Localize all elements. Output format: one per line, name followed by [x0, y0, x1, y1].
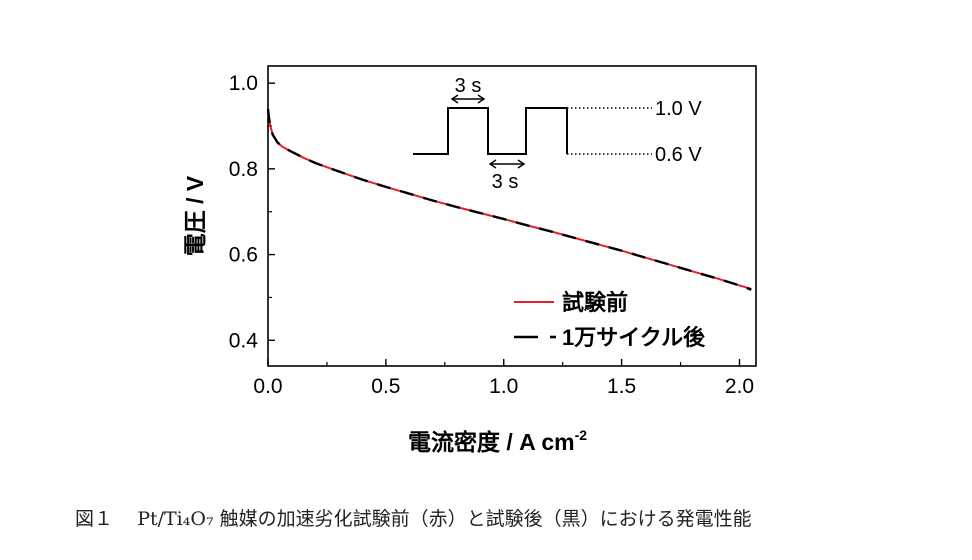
- x-tick-label: 0.0: [253, 375, 282, 398]
- bottom-duration-label: 3 s: [492, 171, 519, 193]
- bottom-duration-arrow: [488, 159, 526, 169]
- y-axis-title: 電圧 / V: [182, 175, 208, 256]
- x-axis-title-text: 電流密度 / A cm: [408, 429, 575, 455]
- x-tick-label: 1.0: [489, 375, 518, 398]
- series-line-after: [266, 108, 752, 291]
- plot-frame: [267, 65, 757, 367]
- x-axis-title: 電流密度 / A cm-2: [408, 427, 587, 455]
- series-layer: [266, 108, 752, 291]
- y-tick-label: 0.4: [229, 329, 259, 352]
- legend: 試験前 1万サイクル後: [514, 290, 706, 350]
- caption-text: Pt/Ti₄O₇ 触媒の加速劣化試験前（赤）と試験後（黒）における発電性能: [137, 508, 752, 530]
- legend-label-after: 1万サイクル後: [562, 325, 706, 350]
- y-tick-label: 0.6: [229, 244, 258, 267]
- x-tick-label: 1.5: [607, 375, 636, 398]
- legend-label-before: 試験前: [562, 290, 628, 315]
- x-axis-title-superscript: -2: [575, 427, 588, 443]
- x-axis-ticks: 0.0 0.5 1.0 1.5 2.0: [253, 359, 754, 398]
- x-tick-label: 0.5: [371, 375, 400, 398]
- x-tick-label: 2.0: [725, 375, 754, 398]
- top-duration-label: 3 s: [455, 75, 482, 97]
- y-tick-label: 0.8: [229, 158, 258, 181]
- y-tick-label: 1.0: [229, 72, 258, 95]
- high-level-label: 1.0 V: [655, 98, 702, 120]
- y-axis-ticks: 0.4 0.6 0.8 1.0: [229, 72, 275, 352]
- figure-caption: 図１ Pt/Ti₄O₇ 触媒の加速劣化試験前（赤）と試験後（黒）における発電性能: [75, 504, 955, 531]
- polarization-chart: 0.0 0.5 1.0 1.5 2.0 0.4 0.6 0.8 1.0 電流密度 / A cm…: [182, 65, 757, 455]
- waveform-line: [413, 107, 568, 155]
- low-level-label: 0.6 V: [655, 144, 702, 166]
- top-duration-arrow: [450, 94, 486, 104]
- inset-waveform: 1.0 V 0.6 V 3 s 3 s: [413, 75, 702, 193]
- figure-number: 図１: [75, 508, 114, 530]
- series-line-before: [267, 108, 752, 290]
